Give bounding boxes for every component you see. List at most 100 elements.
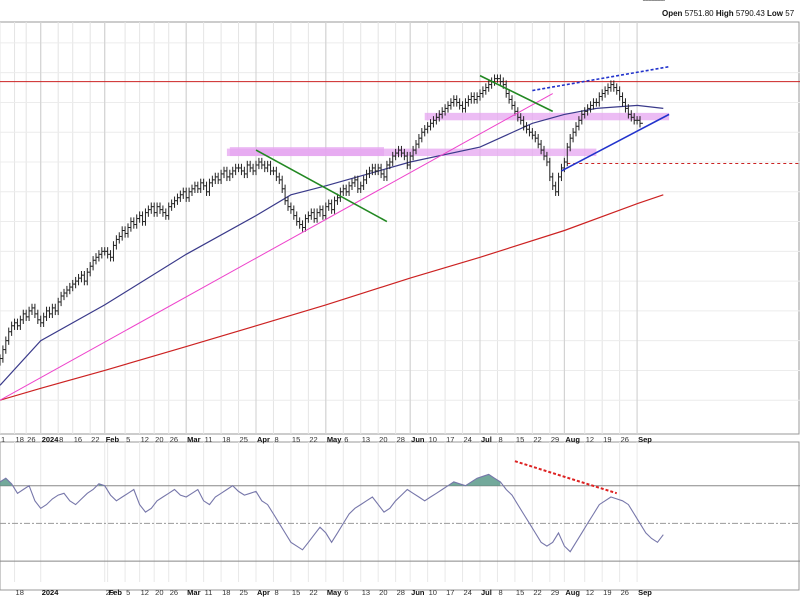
rsi-x-tick-label: 10 (429, 588, 437, 597)
rsi-x-tick-label: 5 (126, 588, 130, 597)
price-x-tick-label: 6 (344, 435, 348, 444)
rsi-x-tick-label: Mar (187, 588, 200, 597)
ohlc-bars (0, 0, 665, 366)
rsi-x-tick-label: 28 (397, 588, 405, 597)
rsi-line (0, 473, 664, 553)
rsi-panel-frame (0, 441, 800, 591)
high-value: 5790.43 (735, 9, 765, 18)
rsi-x-tick-label: 17 (446, 588, 454, 597)
rsi-x-tick-label: 20 (155, 588, 163, 597)
price-x-tick-label: 8 (274, 435, 278, 444)
rsi-x-tick-label: 26 (621, 588, 629, 597)
rsi-divergence-line (514, 460, 618, 495)
resistance-band (226, 148, 597, 157)
price-x-tick-label: Mar (187, 435, 200, 444)
price-x-tick-label: 12 (141, 435, 149, 444)
rsi-x-tick-label: 15 (516, 588, 524, 597)
rsi-x-tick-label: 8 (274, 588, 278, 597)
price-x-tick-label: 26 (27, 435, 35, 444)
price-x-tick-label: 26 (170, 435, 178, 444)
rsi-x-tick-label: Jul (481, 588, 492, 597)
price-x-tick-label: 18 (16, 435, 24, 444)
rsi-x-tick-label: Jun (411, 588, 425, 597)
price-x-tick-label: 16 (74, 435, 82, 444)
price-x-tick-label: 10 (429, 435, 437, 444)
rsi-x-tick-label: Apr (257, 588, 270, 597)
rsi-x-tick-label: 6 (344, 588, 348, 597)
price-x-tick-label: Sep (638, 435, 652, 444)
price-x-tick-label: 12 (586, 435, 594, 444)
rsi-x-tick-label: Sep (638, 588, 652, 597)
rsi-x-tick-label: 12 (586, 588, 594, 597)
price-x-tick-label: 18 (222, 435, 230, 444)
rsi-x-tick-label: 13 (362, 588, 370, 597)
trendline (561, 113, 670, 172)
rsi-x-tick-label: 26 (170, 588, 178, 597)
price-x-tick-label: Jun (411, 435, 425, 444)
price-x-tick-label: 8 (498, 435, 502, 444)
price-x-tick-label: 1 (1, 435, 5, 444)
price-x-tick-label: 15 (292, 435, 300, 444)
rsi-x-tick-label: 11 (205, 588, 213, 597)
price-x-tick-label: 20 (155, 435, 163, 444)
rsi-x-tick-label: 24 (464, 588, 472, 597)
resistance-band (424, 112, 670, 121)
open-value: 5751.80 (684, 9, 714, 18)
rsi-x-tick-label: 18 (222, 588, 230, 597)
price-panel-frame (0, 21, 800, 435)
price-x-tick-label: 11 (205, 435, 213, 444)
price-x-tick-label: Feb (106, 435, 120, 444)
open-label: Open (662, 9, 683, 18)
price-x-tick-label: 25 (240, 435, 248, 444)
rsi-overbought-fill (448, 474, 501, 486)
price-x-tick-label: 5 (126, 435, 130, 444)
price-gridlines (0, 22, 800, 434)
price-x-tick-label: 19 (603, 435, 611, 444)
price-x-tick-label: 17 (446, 435, 454, 444)
price-x-tick-label: 8 (59, 435, 63, 444)
ohlc-bar (641, 0, 645, 124)
price-x-tick-label: 26 (621, 435, 629, 444)
price-x-tick-label: 15 (516, 435, 524, 444)
rsi-gridlines (14, 442, 638, 582)
price-x-tick-label: 22 (533, 435, 541, 444)
price-x-tick-label: May (327, 435, 342, 444)
high-label: High (715, 9, 734, 18)
rsi-x-tick-label: 19 (603, 588, 611, 597)
rsi-x-tick-label: 20 (379, 588, 387, 597)
trendline (0, 93, 553, 401)
rsi-x-tick-label: 29 (106, 588, 114, 597)
price-x-tick-label: 22 (91, 435, 99, 444)
price-x-tick-label: 24 (464, 435, 472, 444)
rsi-x-tick-label: Aug (565, 588, 580, 597)
rsi-x-tick-label: 12 (141, 588, 149, 597)
price-x-tick-label: 20 (379, 435, 387, 444)
rsi-x-tick-label: 22 (309, 588, 317, 597)
price-x-tick-label: Aug (565, 435, 580, 444)
price-x-tick-label: Apr (257, 435, 270, 444)
trendline (532, 65, 670, 92)
rsi-x-tick-label: Feb (109, 588, 123, 597)
price-x-tick-label: 2024 (42, 435, 60, 444)
moving-average-200-line (0, 194, 664, 401)
rsi-x-tick-label: 25 (240, 588, 248, 597)
rsi-x-tick-label: 8 (498, 588, 502, 597)
trendline (479, 74, 554, 113)
low-label: Low (767, 9, 784, 18)
rsi-x-tick-label: 15 (292, 588, 300, 597)
rsi-x-tick-label: 18 (16, 588, 24, 597)
rsi-x-tick-label: 2024 (42, 588, 60, 597)
price-x-tick-label: 28 (397, 435, 405, 444)
trendline (255, 149, 388, 223)
rsi-x-tick-label: 22 (533, 588, 541, 597)
rsi-x-tick-label: May (327, 588, 342, 597)
price-x-tick-label: Jul (481, 435, 492, 444)
price-x-tick-label: 13 (362, 435, 370, 444)
price-x-tick-label: 29 (551, 435, 559, 444)
price-x-tick-label: 22 (309, 435, 317, 444)
rsi-x-tick-label: 29 (551, 588, 559, 597)
price-x-axis-labels: 1 18 26 2024 8 16 22 Feb 5 12 20 26 Mar 11 18 25 Apr 8 15 2… (1, 435, 652, 444)
